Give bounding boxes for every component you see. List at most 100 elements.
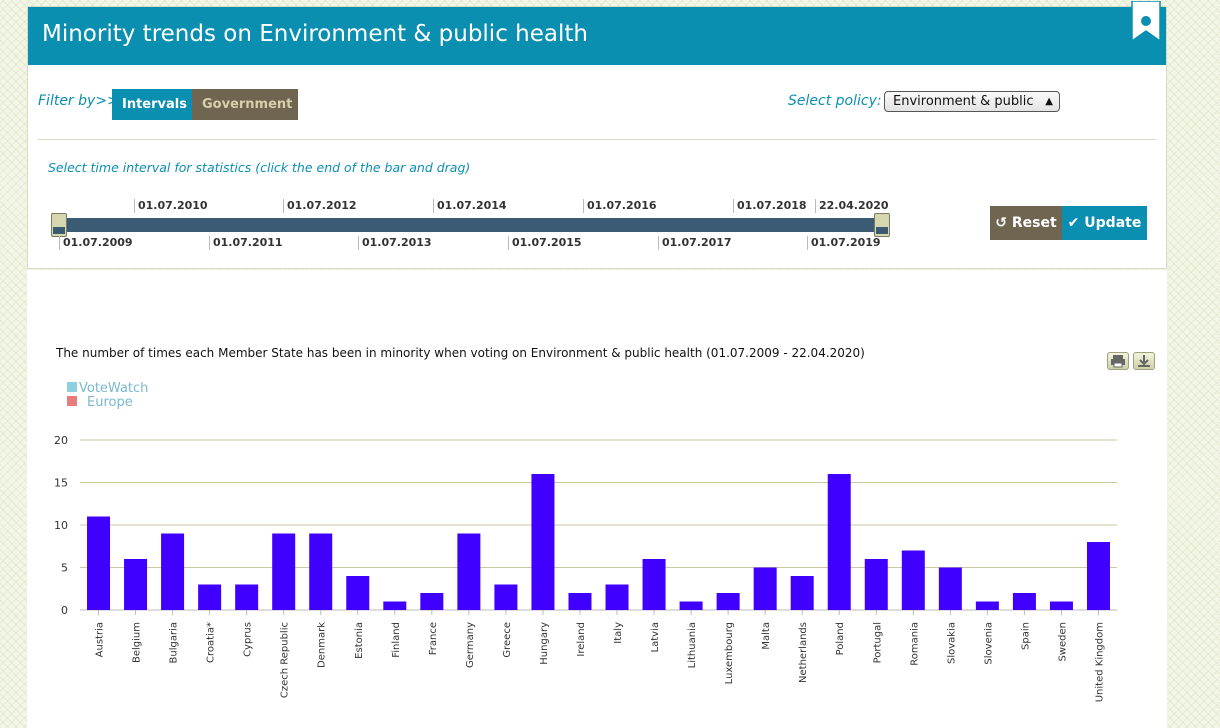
- slider-tick-top: 01.07.2010: [134, 199, 208, 213]
- updown-arrow-icon: ▲: [1045, 96, 1053, 107]
- x-tick-label: Italy: [613, 622, 624, 644]
- y-tick-label: 0: [61, 604, 68, 617]
- x-tick-label: Slovenia: [983, 622, 994, 665]
- y-tick-label: 10: [54, 519, 68, 532]
- tab-intervals[interactable]: Intervals: [112, 89, 192, 120]
- x-tick-label: Sweden: [1057, 622, 1068, 662]
- bar[interactable]: [494, 584, 518, 611]
- slider-tick-bottom: 01.07.2019: [807, 236, 881, 250]
- x-tick-label: Latvia: [650, 622, 661, 652]
- logo-line2: Europe: [87, 395, 133, 410]
- bar[interactable]: [1086, 542, 1110, 610]
- bar[interactable]: [309, 533, 333, 611]
- policy-select-value: Environment & public: [893, 94, 1034, 109]
- slider-tick-top: 01.07.2012: [283, 199, 357, 213]
- x-tick-label: Germany: [465, 622, 476, 668]
- print-button[interactable]: [1107, 352, 1129, 370]
- page-title: Minority trends on Environment & public …: [42, 21, 588, 47]
- x-tick-label: Denmark: [317, 622, 328, 668]
- bar[interactable]: [827, 474, 851, 610]
- x-tick-label: Finland: [391, 622, 402, 658]
- bar[interactable]: [272, 533, 296, 611]
- bar[interactable]: [531, 474, 555, 610]
- x-tick-label: Bulgaria: [169, 622, 180, 663]
- bar[interactable]: [1012, 593, 1036, 610]
- tab-government[interactable]: Government: [192, 89, 298, 120]
- slider-tick-top: 22.04.2020: [815, 199, 889, 213]
- bar[interactable]: [161, 533, 185, 611]
- slider-tick-top: 01.07.2018: [733, 199, 807, 213]
- y-tick-label: 15: [54, 477, 68, 490]
- panel-header: Minority trends on Environment & public …: [28, 1, 1166, 65]
- x-tick-label: Romania: [909, 622, 920, 666]
- x-tick-label: Belgium: [132, 622, 143, 663]
- bar[interactable]: [605, 584, 629, 611]
- bar[interactable]: [198, 584, 222, 611]
- bar[interactable]: [87, 516, 111, 611]
- chart-title: The number of times each Member State ha…: [56, 346, 865, 360]
- x-tick-label: Slovakia: [946, 622, 957, 664]
- x-tick-label: Malta: [761, 622, 772, 650]
- interval-hint: Select time interval for statistics (cli…: [48, 160, 471, 175]
- slider-handle-start[interactable]: [51, 213, 67, 237]
- policy-select[interactable]: Environment & public ▲: [884, 91, 1060, 112]
- x-tick-label: Luxembourg: [724, 622, 735, 684]
- bar[interactable]: [716, 593, 740, 610]
- bar[interactable]: [457, 533, 481, 611]
- bar[interactable]: [642, 559, 666, 610]
- bar[interactable]: [420, 593, 444, 610]
- x-tick-label: Poland: [835, 622, 846, 655]
- bar[interactable]: [790, 576, 814, 610]
- slider-tick-top: 01.07.2014: [433, 199, 507, 213]
- interval-slider-track[interactable]: [52, 218, 888, 232]
- votewatch-logo: VoteWatch Europe: [67, 381, 148, 410]
- slider-tick-bottom: 01.07.2015: [508, 236, 582, 250]
- reset-icon: ↺: [995, 215, 1008, 231]
- x-tick-label: Portugal: [872, 622, 883, 663]
- x-tick-label: Ireland: [576, 622, 587, 657]
- bar[interactable]: [235, 584, 259, 611]
- bar[interactable]: [975, 601, 999, 611]
- bar[interactable]: [568, 593, 592, 610]
- bar[interactable]: [124, 559, 148, 610]
- slider-tick-bottom: 01.07.2011: [209, 236, 283, 250]
- slider-tick-bottom: 01.07.2017: [658, 236, 732, 250]
- reset-label: Reset: [1011, 215, 1057, 231]
- bar-chart: 0 5 10 15 20 Austria Belgium Bulgaria Croatia* Cy…: [54, 434, 1117, 702]
- filter-panel: Minority trends on Environment & public …: [27, 1, 1167, 269]
- x-tick-label: Netherlands: [798, 622, 809, 683]
- policy-label: Select policy:: [788, 93, 882, 109]
- slider-tick-bottom: 01.07.2009: [59, 236, 133, 250]
- x-tick-label: Cyprus: [243, 622, 254, 657]
- slider-handle-end[interactable]: [874, 213, 890, 237]
- print-icon: [1111, 355, 1125, 368]
- x-tick-label: France: [428, 622, 439, 655]
- bar[interactable]: [753, 567, 777, 611]
- chart-area: The number of times each Member State ha…: [27, 270, 1167, 728]
- bar[interactable]: [346, 576, 370, 610]
- x-tick-label: Greece: [502, 622, 513, 658]
- divider: [38, 139, 1156, 140]
- bar[interactable]: [938, 567, 962, 611]
- download-icon: [1138, 355, 1150, 367]
- x-tick-label: Croatia*: [206, 622, 217, 663]
- x-tick-label: Spain: [1020, 622, 1031, 650]
- x-tick-label: United Kingdom: [1094, 622, 1105, 702]
- update-button[interactable]: ✔ Update: [1062, 206, 1147, 240]
- reset-button[interactable]: ↺ Reset: [990, 206, 1062, 240]
- check-icon: ✔: [1067, 215, 1080, 231]
- y-tick-label: 5: [61, 562, 68, 575]
- slider-tick-bottom: 01.07.2013: [358, 236, 432, 250]
- bar[interactable]: [901, 550, 925, 611]
- filter-label: Filter by>>: [38, 93, 119, 109]
- x-tick-label: Lithuania: [687, 622, 698, 668]
- x-tick-label: Estonia: [354, 622, 365, 659]
- bar[interactable]: [679, 601, 703, 611]
- export-button[interactable]: [1133, 352, 1155, 370]
- logo-line1: VoteWatch: [79, 381, 148, 396]
- bookmark-icon[interactable]: [1130, 1, 1162, 43]
- bar[interactable]: [864, 559, 888, 610]
- x-tick-label: Austria: [95, 622, 106, 657]
- bar[interactable]: [1049, 601, 1073, 611]
- bar[interactable]: [383, 601, 407, 611]
